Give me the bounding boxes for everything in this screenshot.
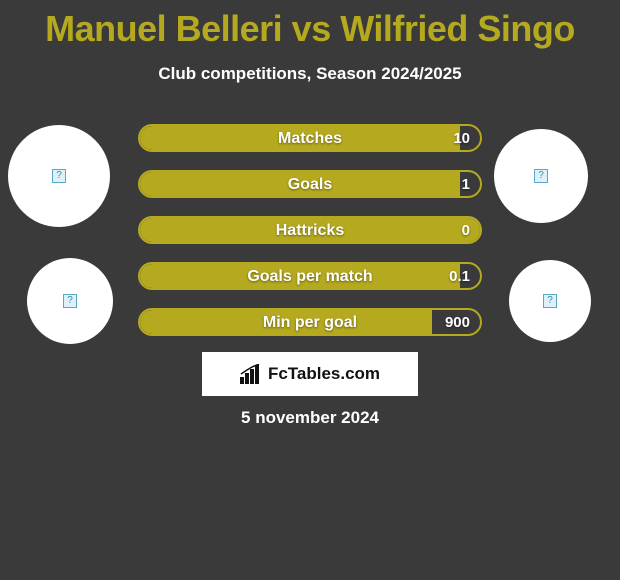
stat-label: Goals <box>140 172 480 196</box>
avatar-left-top: ? <box>8 125 110 227</box>
stat-value: 10 <box>453 126 470 150</box>
stat-label: Min per goal <box>140 310 480 334</box>
stat-label: Matches <box>140 126 480 150</box>
watermark-brand: FcTables.com <box>202 352 418 396</box>
avatar-right-top: ? <box>494 129 588 223</box>
avatar-left-bottom: ? <box>27 258 113 344</box>
page-subtitle: Club competitions, Season 2024/2025 <box>0 64 620 84</box>
stat-row-hattricks: Hattricks 0 <box>138 216 482 244</box>
stat-value: 1 <box>462 172 470 196</box>
stat-value: 0 <box>462 218 470 242</box>
date-text: 5 november 2024 <box>0 408 620 428</box>
stat-label: Hattricks <box>140 218 480 242</box>
stat-row-min-per-goal: Min per goal 900 <box>138 308 482 336</box>
stat-label: Goals per match <box>140 264 480 288</box>
stat-value: 0.1 <box>449 264 470 288</box>
stat-row-goals: Goals 1 <box>138 170 482 198</box>
image-placeholder-icon: ? <box>63 294 77 308</box>
page-title: Manuel Belleri vs Wilfried Singo <box>0 0 620 50</box>
bars-chart-icon <box>240 364 262 384</box>
image-placeholder-icon: ? <box>534 169 548 183</box>
image-placeholder-icon: ? <box>543 294 557 308</box>
image-placeholder-icon: ? <box>52 169 66 183</box>
stat-row-goals-per-match: Goals per match 0.1 <box>138 262 482 290</box>
stats-bars: Matches 10 Goals 1 Hattricks 0 Goals per… <box>138 124 482 354</box>
avatar-right-bottom: ? <box>509 260 591 342</box>
stat-row-matches: Matches 10 <box>138 124 482 152</box>
brand-text: FcTables.com <box>268 364 380 384</box>
stat-value: 900 <box>445 310 470 334</box>
